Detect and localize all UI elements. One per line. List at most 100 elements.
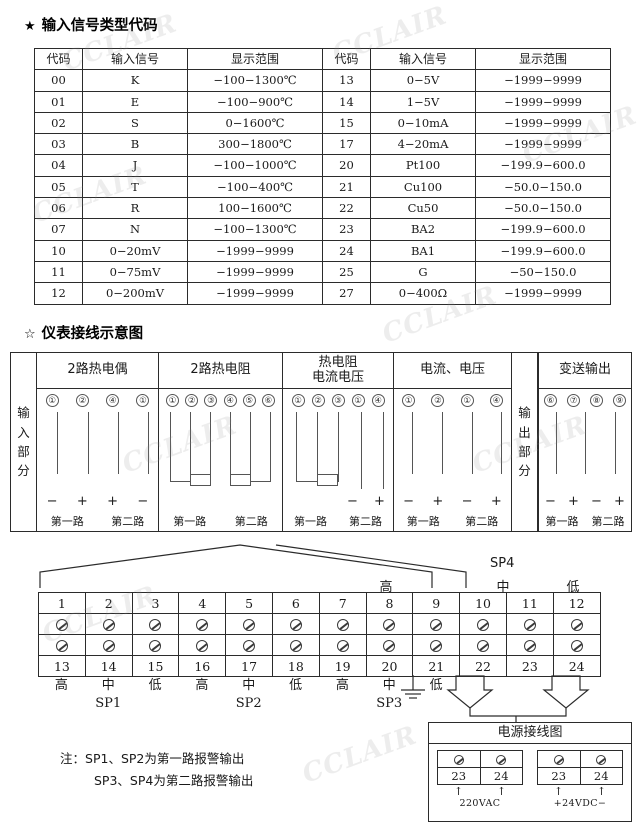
terminal-circle: ④ [371,394,385,407]
terminal-number: 24 [579,767,623,785]
watermark: CCLAIR [298,720,422,790]
screw-cell[interactable] [412,613,461,635]
cell-code-1: 11 [34,260,83,284]
screw-row [437,750,523,768]
cell-signal-1: 0−20mV [82,239,188,262]
cell-code-2: 24 [322,239,371,262]
polarity-sign: − [461,494,473,509]
cell-signal-2: 0−10mA [370,111,476,135]
screw-cell[interactable] [178,613,227,635]
screw-cell[interactable] [131,634,180,656]
star-outline-marker-icon: ☆ [24,327,36,342]
wire-lead [317,412,319,474]
screw-cell[interactable] [178,634,227,656]
screw-cell[interactable] [84,634,133,656]
terminal-number-row: ① ② ① ④ [394,394,511,407]
power-diagram-body: 23 24 ↑ ↑ 220VAC 23 24 [429,744,631,813]
cell-signal-2: Pt100 [370,154,476,177]
screw-cell[interactable] [271,613,320,635]
cell-code-1: 10 [34,239,83,262]
screw-cell[interactable] [38,613,86,635]
sp-group-label: SP2 [235,696,262,711]
terminal-circle: ② [311,394,325,407]
up-arrow-icon: ↑ [496,785,507,798]
screw-cell[interactable] [412,634,461,656]
screw-cell[interactable] [84,613,133,635]
sp-group-label: SP3 [376,696,403,711]
cell-range-2: −1999−9999 [475,69,611,92]
screw-cell[interactable] [318,613,367,635]
screw-cell[interactable] [365,613,414,635]
screw-cell[interactable] [552,634,601,656]
cell-signal-2: 0−400Ω [370,282,476,305]
output-label-char: 分 [518,463,531,479]
terminal-circle: ④ [106,394,120,407]
screw-cell[interactable] [459,634,507,656]
screw-cell[interactable] [459,613,507,635]
polarity-sign: − [137,494,149,509]
cell-signal-2: 1−5V [370,90,476,113]
resistor-symbol [190,474,211,486]
cell-signal-2: 0−5V [370,69,476,92]
screw-cell[interactable] [225,613,273,635]
screw-cell[interactable] [505,613,554,635]
power-diagram-title: 电源接线图 [429,723,631,744]
cell-code-1: 00 [34,69,83,92]
table-header-row: 代码 输入信号 显示范围 代码 输入信号 显示范围 [34,47,611,71]
terminal-screw-row-lower [38,634,601,656]
polarity-sign: − [591,494,602,509]
cell-range-1: −100−1300℃ [187,69,323,92]
screw-cell[interactable] [38,634,86,656]
cell-range-1: −100−1000℃ [187,154,323,177]
table-row: 02 S 0−1600℃ 15 0−10mA −1999−9999 [34,111,611,135]
sp4-level-mid: 中 [496,580,510,595]
channel-label-row: 第一路 第二路 [394,513,511,529]
wiring-group-rtd: 2路热电阻 ① ② ③ ④ ⑤ ⑥ 第一路 [159,353,283,531]
polarity-sign: + [490,494,502,509]
cell-code-1: 12 [34,282,83,305]
terminal-bottom-number: 17 [225,655,273,677]
channel-label-row: 第一路 第二路 [159,513,282,529]
note-line-2: SP3、SP4为第二路报警输出 [60,770,253,792]
screw-cell[interactable] [505,634,554,656]
channel-label: 第二路 [349,515,382,528]
screw-cell[interactable] [552,613,601,635]
terminal-circle: ② [431,394,445,407]
power-ac-arrow-row: ↑ ↑ [437,786,523,797]
cell-code-2: 23 [322,218,371,241]
terminal-circle: ① [45,394,59,407]
cell-code-2: 17 [322,133,371,156]
screw-cell[interactable] [365,634,414,656]
terminal-top-number: 8 [365,592,414,614]
screw-icon [430,640,443,652]
group-title-line: 变送输出 [558,362,611,378]
terminal-top-number: 1 [38,592,86,614]
wiring-group-body: ① ② ③ ④ ⑤ ⑥ 第一路 第二路 [159,389,282,531]
alarm-level-label: 高 [335,678,349,693]
cell-range-1: −100−900℃ [187,90,323,113]
cell-code-2: 13 [322,69,371,92]
power-dc-caption: +24VDC− [553,798,607,809]
cell-code-1: 07 [34,218,83,241]
power-ac-caption: 220VAC [459,798,501,809]
wiring-group-body: ① ② ① ④ − + − + 第一路 第二路 [394,389,511,531]
cell-range-2: −50−150.0 [475,260,611,284]
terminal-circle: ① [136,394,150,407]
screw-cell[interactable] [131,613,180,635]
cell-code-2: 15 [322,111,371,135]
wiring-group-title: 2路热电偶 [37,353,158,389]
wire-lead [442,412,444,474]
screw-cell[interactable] [271,634,320,656]
power-wiring-diagram: 电源接线图 23 24 ↑ ↑ 220VAC [428,722,632,822]
screw-cell[interactable] [225,634,273,656]
input-label-char: 部 [17,444,30,459]
screw-row [537,750,623,768]
terminal-bottom-number: 23 [505,655,554,677]
channel-label: 第一路 [50,515,84,528]
screw-icon [430,619,443,631]
screw-icon [383,640,396,652]
screw-cell [579,750,623,768]
terminal-number: 23 [437,767,481,785]
screw-cell[interactable] [318,634,367,656]
screw-icon [149,619,162,631]
